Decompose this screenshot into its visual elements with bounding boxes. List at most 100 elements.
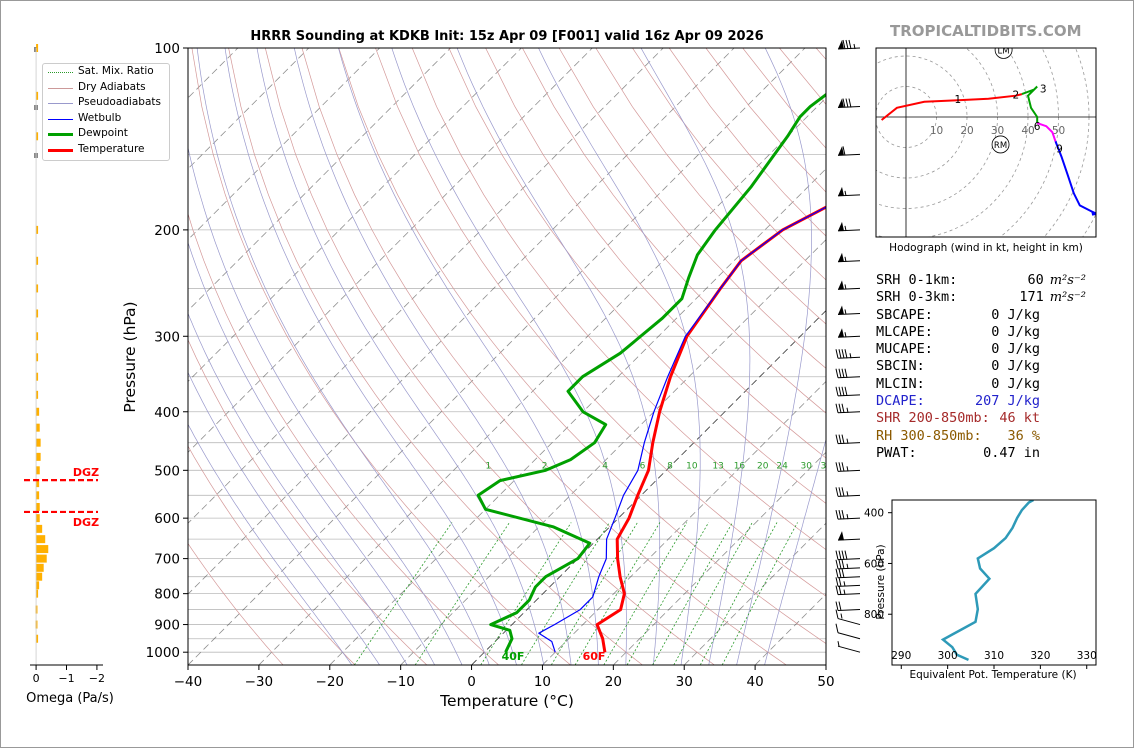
- omega-tick-label: −2: [89, 672, 105, 685]
- barb-flag: [835, 349, 839, 359]
- wind-barb: [837, 146, 861, 156]
- omega-bar: [36, 332, 39, 341]
- barb-flag: [835, 577, 839, 587]
- stat-number: 0 J/kg: [991, 358, 1040, 375]
- temperature-annotation-60F: 60F: [583, 650, 606, 663]
- barb-flag: [841, 403, 845, 413]
- wind-barb: [837, 39, 861, 50]
- barb-flag: [835, 585, 839, 595]
- wind-barb: [835, 585, 861, 596]
- barb-flag: [841, 434, 845, 444]
- stat-row: PWAT: 0.47 in: [876, 445, 1086, 462]
- storm-motion-marker: [994, 48, 1013, 59]
- sounding-stats-panel: SRH 0-1km: 60 m²s⁻² SRH 0-3km: 171 m²s⁻² SBCAP…: [876, 272, 1086, 462]
- x-tick-label: 50: [817, 674, 834, 690]
- barb-flag: [835, 368, 839, 378]
- moist-adiabat: [736, 48, 812, 665]
- omega-bar: [36, 91, 39, 100]
- skewt-axes-frame: [187, 47, 827, 666]
- barb-flag: [835, 559, 839, 569]
- barb-pennant: [838, 98, 844, 108]
- barb-pennant: [838, 221, 844, 231]
- omega-bar: [36, 390, 39, 399]
- stat-row: SRH 0-1km: 60 m²s⁻²: [876, 272, 1086, 289]
- mixing-ratio-label: 10: [686, 461, 698, 471]
- barb-flag: [838, 510, 842, 520]
- barb-halfflag: [844, 256, 847, 262]
- barb-staff: [837, 394, 861, 397]
- hodograph-height-label: 2: [1012, 90, 1019, 102]
- stat-label: PWAT:: [876, 444, 917, 461]
- wind-barb: [837, 98, 861, 109]
- stat-value: 0 J/kg: [840, 341, 1040, 358]
- wind-barb: [835, 568, 861, 579]
- stat-unit: m²s⁻²: [1049, 290, 1086, 306]
- barb-halfflag: [843, 589, 846, 595]
- barb-flag: [845, 98, 849, 108]
- wind-barb: [835, 386, 861, 397]
- barb-flag: [844, 349, 848, 359]
- barb-flag: [838, 550, 842, 560]
- dry-adiabat: [188, 338, 428, 665]
- mixing-ratio-label: 16: [734, 461, 746, 471]
- stat-label: SHR 200-850mb:: [876, 410, 990, 427]
- mixing-ratio-label: 1: [485, 461, 491, 471]
- wind-barb: [837, 280, 861, 290]
- legend-swatch: [48, 118, 73, 120]
- isotherm-line: [683, 522, 826, 665]
- barb-halfflag: [846, 514, 849, 520]
- omega-tick-label: −1: [58, 672, 74, 685]
- barb-flag: [835, 386, 839, 396]
- mixing-ratio-label: 2: [542, 461, 548, 471]
- moist-adiabat: [188, 423, 353, 665]
- barb-flag: [844, 368, 848, 378]
- stat-number: 207 J/kg: [974, 393, 1040, 410]
- barb-flag: [838, 577, 842, 587]
- mixing-ratio-line: [353, 522, 453, 665]
- legend-item: Sat. Mix. Ratio: [43, 64, 169, 80]
- stat-value: 0.47 in: [840, 445, 1040, 462]
- wind-barb: [837, 531, 861, 541]
- hodograph-frame: [875, 47, 1097, 238]
- barb-halfflag: [846, 563, 849, 569]
- y-tick-label: 1000: [146, 645, 180, 661]
- stat-row: MUCAPE: 0 J/kg: [876, 341, 1086, 358]
- wind-barb: [835, 510, 861, 520]
- barb-flag: [841, 510, 845, 520]
- omega-bar: [36, 284, 39, 293]
- stat-number: 60: [1027, 272, 1044, 288]
- barb-flag: [835, 609, 839, 619]
- stat-number: 0 J/kg: [991, 341, 1040, 358]
- legend-label: Dry Adiabats: [78, 80, 146, 93]
- wind-barb: [835, 403, 861, 414]
- isotherm-line: [258, 97, 826, 665]
- stat-row: SBCIN: 0 J/kg: [876, 358, 1086, 375]
- legend-item: Wetbulb: [43, 111, 169, 127]
- moist-adiabat: [640, 48, 751, 665]
- wind-barb: [835, 623, 861, 640]
- y-tick-label: 600: [154, 511, 180, 527]
- barb-flag: [835, 550, 839, 560]
- hodograph-segment: [880, 93, 1023, 121]
- barb-staff: [837, 584, 861, 587]
- moist-adiabat: [188, 312, 408, 665]
- omega-bar: [36, 309, 39, 318]
- hodograph-segment: [1021, 85, 1039, 124]
- isotherm-line: [188, 48, 806, 665]
- y-tick-label: 300: [154, 329, 180, 345]
- barb-staff: [837, 576, 861, 579]
- skewt-legend: Sat. Mix. Ratio Dry Adiabats Pseudoadiabat…: [42, 63, 170, 161]
- dry-adiabat: [522, 48, 826, 414]
- dry-adiabat: [375, 48, 826, 597]
- wind-barb: [835, 609, 861, 626]
- barb-staff: [837, 618, 861, 626]
- stat-value: 36 %: [840, 428, 1040, 445]
- hodograph-ring-label: 20: [960, 125, 973, 137]
- legend-label: Temperature: [78, 142, 145, 155]
- legend-item: Dry Adiabats: [43, 80, 169, 96]
- mixing-ratio-label: 36: [820, 461, 832, 471]
- barb-flag: [841, 559, 845, 569]
- mixing-ratio-line: [521, 522, 610, 665]
- storm-motion-marker: [991, 135, 1010, 154]
- barb-flag: [841, 368, 845, 378]
